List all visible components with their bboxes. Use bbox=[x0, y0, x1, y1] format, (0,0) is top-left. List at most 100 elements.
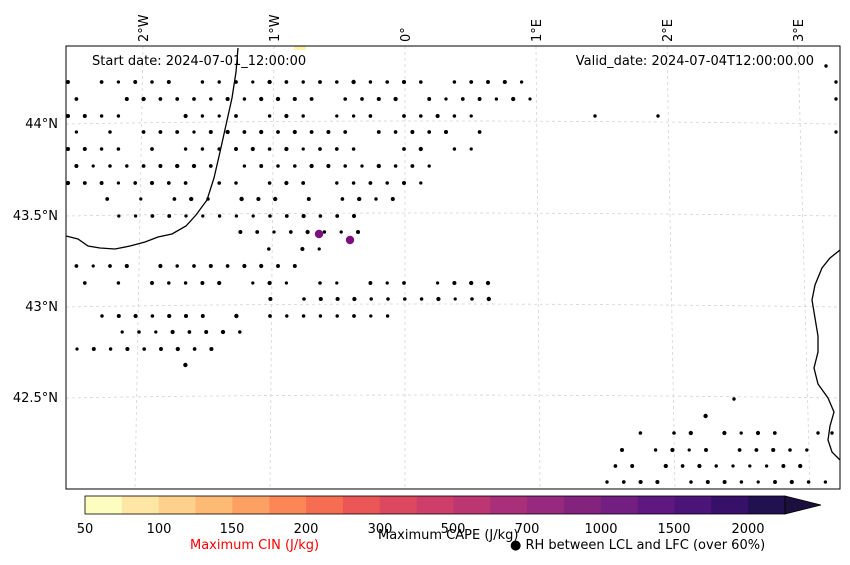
rh-dot bbox=[167, 313, 172, 319]
rh-dot bbox=[494, 97, 499, 101]
rh-dot bbox=[100, 314, 104, 318]
rh-dot bbox=[326, 130, 331, 134]
rh-dot bbox=[234, 80, 238, 84]
rh-dot bbox=[183, 281, 188, 285]
rh-dot bbox=[680, 464, 685, 468]
lon-label: 2°E bbox=[661, 19, 676, 42]
rh-dot bbox=[293, 164, 297, 168]
rh-dot bbox=[781, 464, 786, 468]
rh-dot bbox=[528, 97, 532, 101]
meridian-2e bbox=[666, 46, 676, 489]
cape-markers bbox=[314, 229, 355, 245]
rh-dot bbox=[368, 281, 373, 285]
rh-dot bbox=[502, 79, 507, 85]
rh-dot bbox=[66, 113, 71, 119]
rh-dot bbox=[158, 263, 163, 269]
rh-dot bbox=[469, 280, 474, 286]
rh-dot bbox=[470, 297, 474, 301]
rh-dot bbox=[830, 431, 834, 435]
rh-dot bbox=[217, 80, 221, 84]
colorbar-tick-label: 2000 bbox=[731, 522, 764, 537]
rh-dot bbox=[150, 314, 155, 318]
rh-dot bbox=[267, 181, 272, 185]
rh-dot bbox=[351, 213, 357, 219]
rh-dot bbox=[418, 146, 423, 152]
colorbar-swatch bbox=[711, 496, 749, 514]
lat-label: 43.5°N bbox=[13, 209, 58, 224]
rh-dot bbox=[251, 214, 255, 218]
rh-dot bbox=[200, 80, 205, 84]
cape-marker bbox=[314, 229, 324, 239]
rh-dot bbox=[739, 431, 743, 435]
colorbar-ticks: 50 100 150 200 300 500 700 1000 1500 2000 bbox=[77, 522, 765, 537]
rh-dot bbox=[91, 164, 95, 168]
rh-dot bbox=[74, 130, 79, 134]
colorbar-swatch bbox=[416, 496, 454, 514]
colorbar-swatch bbox=[158, 496, 197, 514]
meridian-1e bbox=[535, 46, 541, 489]
rh-dot bbox=[309, 163, 314, 169]
rh-dot bbox=[66, 147, 70, 151]
rh-dot bbox=[452, 114, 457, 118]
rh-dot bbox=[452, 80, 457, 84]
rh-dot bbox=[276, 164, 280, 168]
rh-dot bbox=[125, 346, 130, 352]
rh-dot bbox=[369, 297, 373, 301]
rh-dot bbox=[302, 297, 306, 301]
valid-date: Valid_date: 2024-07-04T12:00:00.00 bbox=[576, 54, 814, 69]
rh-dot bbox=[141, 130, 146, 134]
rh-dot bbox=[192, 97, 196, 101]
rh-dot bbox=[301, 80, 305, 84]
start-date: Start date: 2024-07-01_12:00:00 bbox=[92, 54, 306, 69]
rh-dot bbox=[284, 281, 288, 285]
rh-dot bbox=[351, 147, 356, 151]
rh-dot bbox=[772, 431, 777, 435]
rh-dot bbox=[116, 181, 121, 185]
rh-dot bbox=[670, 447, 675, 453]
rh-dot bbox=[444, 97, 448, 101]
rh-dot bbox=[335, 296, 340, 302]
rh-dot bbox=[376, 130, 381, 134]
lat-labels: 44°N 43.5°N 43°N 42.5°N bbox=[13, 117, 58, 406]
rh-dot bbox=[99, 114, 104, 118]
rh-dot bbox=[318, 214, 323, 218]
rh-dot bbox=[251, 281, 255, 285]
rh-dot bbox=[385, 314, 390, 318]
rh-dot bbox=[376, 96, 381, 102]
rh-dot bbox=[170, 329, 175, 335]
rh-dot bbox=[687, 448, 691, 452]
colorbar-tick-label: 700 bbox=[515, 522, 540, 537]
lon-label: 1°E bbox=[530, 19, 545, 42]
colorbar bbox=[84, 495, 822, 515]
rh-dot bbox=[301, 147, 305, 151]
rh-dot bbox=[99, 181, 104, 185]
cin-marker bbox=[294, 46, 306, 50]
rh-dot bbox=[834, 130, 838, 134]
rh-dot bbox=[75, 347, 79, 351]
rh-dot bbox=[419, 114, 423, 118]
colorbar-swatch bbox=[600, 496, 639, 514]
rh-dot bbox=[355, 229, 361, 235]
rh-dot bbox=[105, 197, 110, 201]
colorbar-swatch bbox=[637, 496, 675, 514]
rh-dot bbox=[318, 147, 322, 151]
colorbar-swatch bbox=[306, 496, 344, 514]
rh-dot bbox=[351, 114, 356, 118]
rh-dot bbox=[385, 80, 390, 84]
rh-dot bbox=[732, 397, 736, 401]
rh-dot bbox=[705, 480, 710, 484]
rh-dot bbox=[284, 146, 289, 152]
rh-dot bbox=[268, 214, 272, 218]
rh-dot bbox=[259, 96, 264, 102]
rh-dot bbox=[66, 80, 70, 84]
rh-dot bbox=[82, 281, 87, 285]
rh-dot bbox=[208, 164, 213, 168]
rh-dot bbox=[335, 114, 339, 118]
colorbar-tick-label: 500 bbox=[441, 522, 466, 537]
rh-dot bbox=[150, 147, 154, 151]
rh-legend-label: RH between LCL and LFC (over 60%) bbox=[525, 538, 766, 553]
rh-dot bbox=[82, 181, 87, 185]
colorbar-swatch bbox=[379, 496, 418, 514]
rh-dot bbox=[108, 347, 113, 351]
rh-dot bbox=[309, 130, 314, 134]
